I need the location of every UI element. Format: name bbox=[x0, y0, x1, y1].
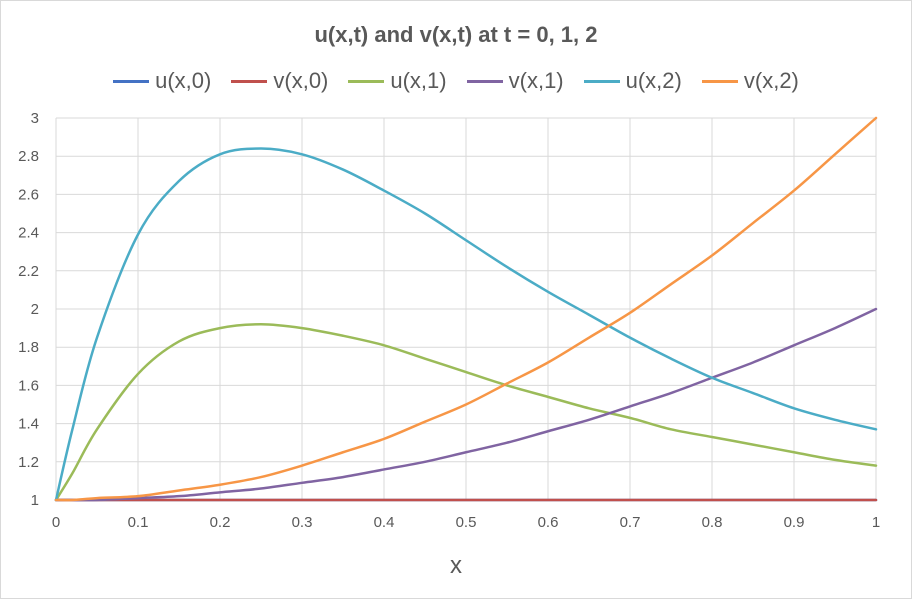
legend-label-v0: v(x,0) bbox=[273, 68, 329, 93]
y-tick-label: 1.6 bbox=[18, 377, 39, 394]
series-line-v-x-2 bbox=[54, 116, 878, 502]
legend-label-v1: v(x,1) bbox=[508, 68, 564, 93]
x-tick-label: 0.7 bbox=[620, 514, 641, 531]
legend-swatch-u1 bbox=[348, 79, 385, 83]
y-tick-label: 1.4 bbox=[18, 416, 39, 433]
legend-item-v1: v(x,1) bbox=[466, 68, 564, 94]
x-tick-label: 0.4 bbox=[374, 514, 395, 531]
legend-label-u0: u(x,0) bbox=[155, 68, 212, 93]
x-tick-label: 0.6 bbox=[538, 514, 559, 531]
series-line-v-x-1 bbox=[54, 307, 878, 502]
x-axis-label: x bbox=[450, 552, 462, 579]
x-tick-label: 0.5 bbox=[456, 514, 477, 531]
y-tick-label: 1.2 bbox=[18, 454, 39, 471]
x-tick-label: 0.8 bbox=[702, 514, 723, 531]
legend-label-v2: v(x,2) bbox=[743, 68, 799, 93]
legend-item-u0: u(x,0) bbox=[113, 68, 211, 94]
y-tick-label: 3 bbox=[31, 110, 39, 127]
x-tick-label: 0.1 bbox=[128, 514, 149, 531]
y-tick-label: 2 bbox=[31, 301, 39, 318]
y-tick-label: 1 bbox=[31, 492, 39, 509]
legend-label-u2: u(x,2) bbox=[625, 68, 682, 93]
y-tick-label: 2.6 bbox=[18, 186, 39, 203]
legend-item-v2: v(x,2) bbox=[701, 68, 799, 94]
x-tick-label: 0.2 bbox=[210, 514, 231, 531]
x-tick-label: 0.9 bbox=[784, 514, 805, 531]
x-tick-label: 0.3 bbox=[292, 514, 313, 531]
series-line-u-x-1 bbox=[54, 323, 878, 502]
legend-item-v0: v(x,0) bbox=[231, 68, 328, 94]
x-tick-label: 0 bbox=[52, 514, 60, 531]
chart-title: u(x,t) and v(x,t) at t = 0, 1, 2 bbox=[314, 22, 598, 47]
legend-item-u2: u(x,2) bbox=[583, 68, 682, 94]
y-tick-label: 2.8 bbox=[18, 148, 39, 165]
legend-swatch-v1 bbox=[466, 79, 503, 83]
legend-swatch-v2 bbox=[701, 79, 738, 83]
legend-label-u1: u(x,1) bbox=[390, 68, 447, 93]
legend: u(x,0) v(x,0) u(x,1) v(x,1) u(x,2) v(x,2… bbox=[0, 68, 912, 94]
y-tick-label: 2.4 bbox=[18, 225, 39, 242]
y-tick-label: 2.2 bbox=[18, 263, 39, 280]
legend-swatch-v0 bbox=[231, 79, 268, 83]
legend-swatch-u0 bbox=[113, 79, 150, 83]
series-line-u-x-2 bbox=[54, 147, 878, 502]
x-tick-label: 1 bbox=[872, 514, 880, 531]
y-tick-label: 1.8 bbox=[18, 339, 39, 356]
legend-swatch-u2 bbox=[583, 79, 620, 83]
legend-item-u1: u(x,1) bbox=[348, 68, 447, 94]
